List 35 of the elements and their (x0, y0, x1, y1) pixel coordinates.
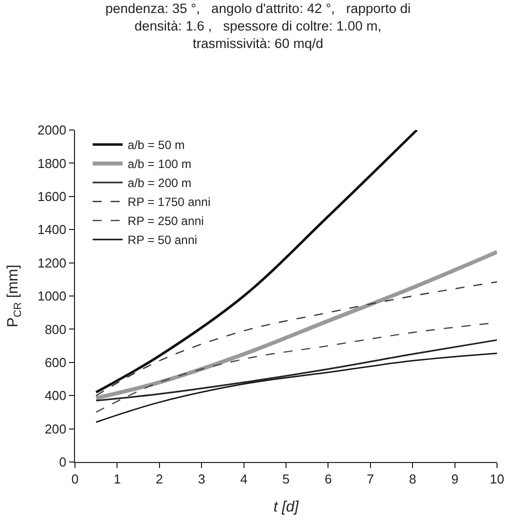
line-series (95, 352, 497, 423)
x-tick-label: 0 (71, 472, 79, 487)
x-tick-label: 4 (240, 472, 248, 487)
y-tick-label: 2000 (37, 122, 66, 138)
legend-label: a/b = 100 m (128, 157, 192, 172)
line-series (95, 339, 497, 402)
x-tick-label: 5 (282, 472, 290, 487)
y-tick-label: 600 (44, 354, 66, 370)
y-tick-label: 800 (44, 322, 66, 337)
y-tick-label: 1200 (37, 255, 66, 270)
legend-label: RP = 250 anni (128, 214, 204, 228)
y-tick-label: 200 (44, 421, 66, 436)
y-tick-label: 1600 (37, 188, 66, 204)
line-series (94, 130, 418, 394)
legend-label: a/b = 50 m (128, 138, 185, 152)
legend-label: a/b = 200 m (128, 176, 192, 190)
y-tick-label: 1800 (37, 156, 66, 171)
x-tick-label: 9 (451, 472, 458, 487)
line-series (94, 250, 497, 400)
x-tick-label: 3 (198, 472, 206, 487)
x-tick-label: 7 (366, 472, 374, 487)
x-tick-label: 6 (324, 472, 332, 487)
x-tick-label: 10 (490, 472, 504, 487)
y-tick-label: 0 (59, 454, 66, 470)
x-tick-label: 8 (408, 472, 416, 487)
legend-label: RP = 50 anni (128, 233, 198, 248)
y-tick-label: 1000 (37, 288, 66, 304)
y-tick-label: 1400 (37, 222, 66, 238)
x-tick-label: 2 (156, 472, 164, 487)
line-series (96, 281, 497, 396)
legend-label: RP = 1750 anni (128, 195, 211, 210)
y-tick-label: 400 (44, 388, 66, 404)
x-tick-label: 1 (114, 472, 121, 487)
x-axis-title: t [d] (273, 498, 300, 516)
chart-title: pendenza: 35 °, angolo d'attrito: 42 °, rapporto di densità: 1.6 , spessore di coltre: 1.00 m, trasmissività: 60 mq/d (105, 1, 411, 52)
